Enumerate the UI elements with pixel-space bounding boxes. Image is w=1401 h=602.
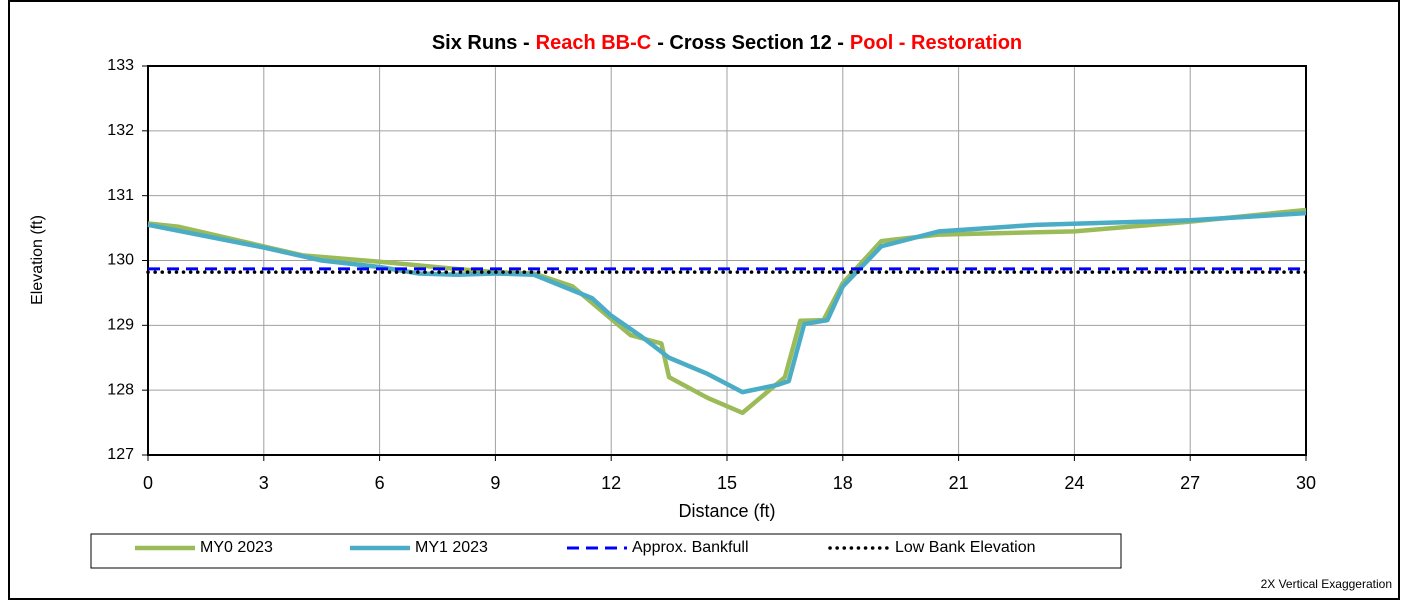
x-tick-label: 3 [259,473,269,493]
legend-label: MY0 2023 [200,539,273,556]
note: 2X Vertical Exaggeration [1261,577,1392,591]
plot-border [147,65,1307,456]
y-tick-label: 131 [107,187,134,204]
title-part: Pool - Restoration [850,32,1022,54]
legend-label: Low Bank Elevation [895,539,1036,556]
x-tick-label: 24 [1064,473,1084,493]
x-axis-label: Distance (ft) [678,501,775,521]
y-axis-label: Elevation (ft) [29,215,46,305]
x-tick-label: 18 [833,473,853,493]
x-tick-label: 21 [949,473,969,493]
x-tick-label: 6 [375,473,385,493]
title-part: - Cross Section 12 - [657,32,844,54]
y-tick-label: 132 [107,122,134,139]
y-tick-label: 133 [107,57,134,74]
title-part: Six Runs - [432,32,530,54]
legend [90,533,1122,569]
x-tick-label: 15 [717,473,737,493]
y-tick-label: 128 [107,381,134,398]
y-tick-label: 127 [107,446,134,463]
x-tick-label: 30 [1296,473,1316,493]
x-tick-label: 9 [490,473,500,493]
x-tick-label: 27 [1180,473,1200,493]
legend-label: MY1 2023 [415,539,488,556]
x-tick-label: 12 [601,473,621,493]
legend-label: Approx. Bankfull [632,539,749,556]
chart-title: Six Runs - Reach BB-C - Cross Section 12 -… [432,32,1022,54]
y-tick-label: 130 [107,252,134,269]
x-tick-label: 0 [143,473,153,493]
y-tick-label: 129 [107,317,134,334]
title-part: Reach BB-C [536,32,652,54]
